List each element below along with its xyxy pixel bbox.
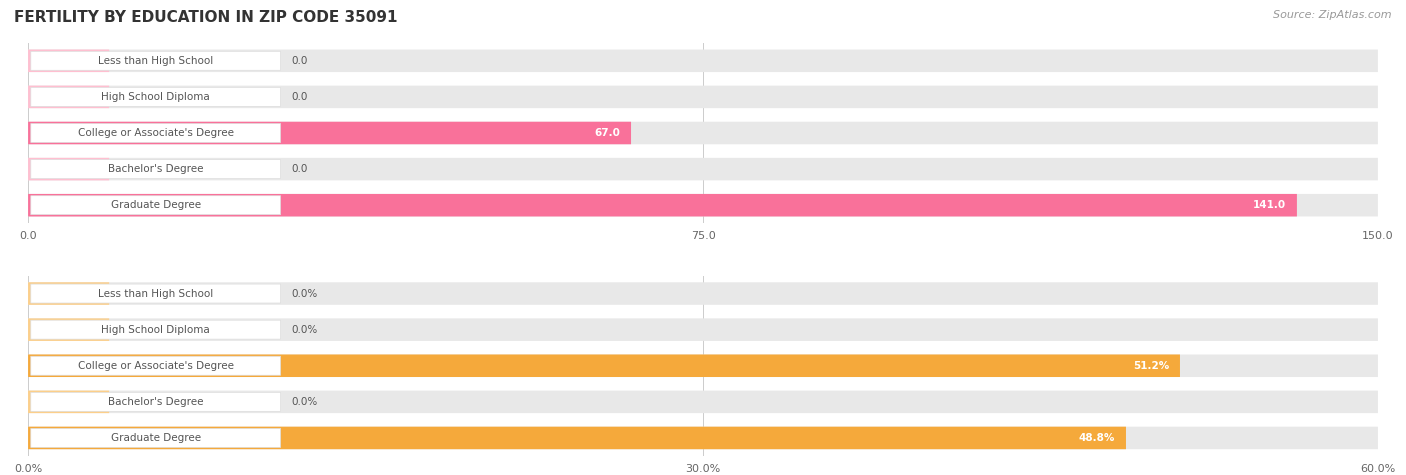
FancyBboxPatch shape xyxy=(28,354,1378,377)
FancyBboxPatch shape xyxy=(28,282,1378,305)
Text: Less than High School: Less than High School xyxy=(98,288,214,299)
Text: Bachelor's Degree: Bachelor's Degree xyxy=(108,164,204,174)
FancyBboxPatch shape xyxy=(28,390,1378,413)
Text: High School Diploma: High School Diploma xyxy=(101,92,209,102)
Text: 0.0%: 0.0% xyxy=(291,324,318,335)
FancyBboxPatch shape xyxy=(28,318,110,341)
FancyBboxPatch shape xyxy=(31,284,281,303)
FancyBboxPatch shape xyxy=(31,196,281,215)
FancyBboxPatch shape xyxy=(31,356,281,375)
Text: 0.0: 0.0 xyxy=(291,92,308,102)
Text: College or Associate's Degree: College or Associate's Degree xyxy=(77,128,233,138)
FancyBboxPatch shape xyxy=(28,49,110,72)
FancyBboxPatch shape xyxy=(28,282,110,305)
FancyBboxPatch shape xyxy=(31,428,281,447)
Text: Graduate Degree: Graduate Degree xyxy=(111,433,201,443)
Text: 0.0: 0.0 xyxy=(291,164,308,174)
FancyBboxPatch shape xyxy=(28,194,1296,217)
FancyBboxPatch shape xyxy=(28,86,110,108)
Text: 48.8%: 48.8% xyxy=(1078,433,1115,443)
FancyBboxPatch shape xyxy=(31,87,281,106)
FancyBboxPatch shape xyxy=(28,194,1378,217)
FancyBboxPatch shape xyxy=(28,86,1378,108)
FancyBboxPatch shape xyxy=(31,320,281,339)
FancyBboxPatch shape xyxy=(28,390,110,413)
Text: Source: ZipAtlas.com: Source: ZipAtlas.com xyxy=(1274,10,1392,19)
Text: 141.0: 141.0 xyxy=(1253,200,1286,210)
FancyBboxPatch shape xyxy=(31,124,281,142)
Text: 67.0: 67.0 xyxy=(595,128,620,138)
Text: High School Diploma: High School Diploma xyxy=(101,324,209,335)
FancyBboxPatch shape xyxy=(28,354,1180,377)
FancyBboxPatch shape xyxy=(28,427,1378,449)
FancyBboxPatch shape xyxy=(28,427,1126,449)
FancyBboxPatch shape xyxy=(31,392,281,411)
Text: College or Associate's Degree: College or Associate's Degree xyxy=(77,361,233,371)
FancyBboxPatch shape xyxy=(28,49,1378,72)
Text: 0.0%: 0.0% xyxy=(291,397,318,407)
FancyBboxPatch shape xyxy=(31,51,281,70)
Text: Graduate Degree: Graduate Degree xyxy=(111,200,201,210)
FancyBboxPatch shape xyxy=(31,160,281,179)
Text: 0.0%: 0.0% xyxy=(291,288,318,299)
Text: Less than High School: Less than High School xyxy=(98,56,214,66)
FancyBboxPatch shape xyxy=(28,158,110,180)
FancyBboxPatch shape xyxy=(28,318,1378,341)
FancyBboxPatch shape xyxy=(28,158,1378,180)
Text: 0.0: 0.0 xyxy=(291,56,308,66)
Text: 51.2%: 51.2% xyxy=(1133,361,1170,371)
FancyBboxPatch shape xyxy=(28,122,631,144)
Text: Bachelor's Degree: Bachelor's Degree xyxy=(108,397,204,407)
FancyBboxPatch shape xyxy=(28,122,1378,144)
Text: FERTILITY BY EDUCATION IN ZIP CODE 35091: FERTILITY BY EDUCATION IN ZIP CODE 35091 xyxy=(14,10,398,25)
